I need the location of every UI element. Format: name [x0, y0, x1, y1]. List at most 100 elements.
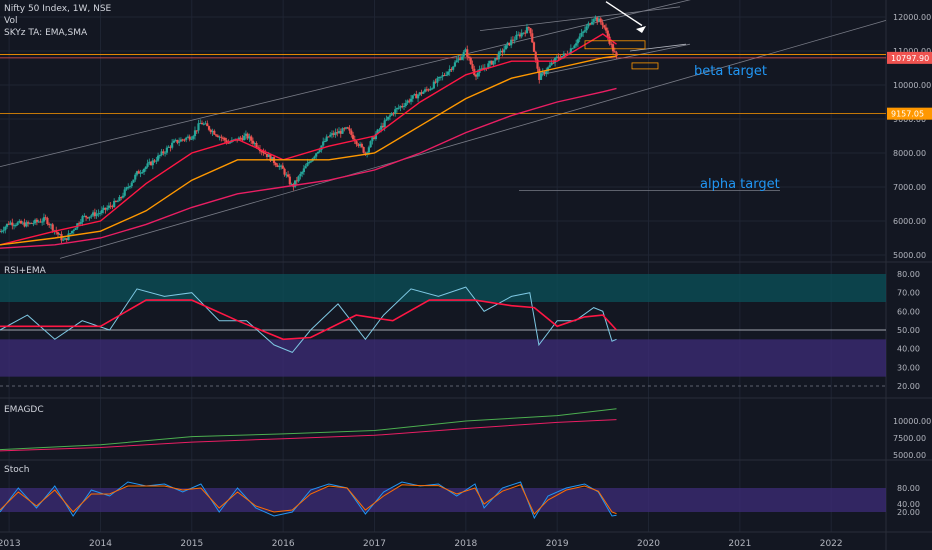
candle-body: [121, 195, 125, 198]
candle-body: [35, 219, 38, 222]
candle-body: [70, 230, 74, 234]
candle-body: [214, 134, 218, 136]
candle-body: [604, 27, 608, 31]
candle-body: [394, 109, 397, 114]
candle-body: [315, 153, 318, 157]
chart-title: Nifty 50 Index, 1W, NSE: [4, 4, 112, 14]
candle-body: [518, 34, 522, 37]
stoch-tick-label: 20.00: [897, 508, 920, 517]
candle-body: [499, 50, 502, 53]
candle-body: [341, 128, 344, 134]
candle-body: [16, 222, 19, 226]
rsi-tick-label: 80.00: [897, 270, 920, 279]
beta-target-annotation: beta target: [694, 64, 767, 79]
candle-body: [221, 137, 225, 139]
candle-body: [316, 151, 320, 154]
candle-body: [401, 106, 404, 108]
candle-body: [448, 68, 451, 72]
candle-body: [23, 222, 26, 227]
candle-body: [95, 213, 98, 217]
ema-fast-line: [0, 33, 617, 246]
candle-body: [183, 139, 186, 141]
candle-body: [21, 222, 24, 224]
candle-body: [160, 151, 163, 156]
range-box: [584, 40, 646, 50]
candle-body: [594, 17, 597, 20]
candle-body: [439, 76, 442, 78]
candle-body: [385, 119, 388, 121]
candle-body: [144, 166, 147, 170]
candle-body: [552, 62, 555, 64]
candle-body: [371, 137, 374, 142]
candle-body: [269, 154, 272, 161]
candle-body: [295, 180, 298, 182]
candle-body: [366, 152, 369, 154]
candle-body: [471, 64, 474, 69]
candle-body: [299, 173, 302, 177]
candle-body: [174, 139, 177, 141]
candle-body: [128, 186, 132, 188]
candle-body: [504, 45, 507, 50]
candle-body: [151, 160, 154, 166]
candle-body: [241, 138, 244, 141]
candle-body: [506, 42, 509, 46]
candle-body: [362, 146, 365, 153]
candle-body: [207, 126, 211, 130]
candle-body: [438, 76, 441, 79]
candle-body: [255, 143, 258, 148]
candle-body: [225, 140, 228, 143]
candle-body: [543, 71, 546, 74]
candle-body: [348, 128, 351, 131]
candle-body: [239, 137, 242, 139]
candle-body: [548, 65, 551, 68]
candle-body: [466, 49, 469, 57]
level-price-badge-bg: [887, 107, 932, 120]
candle-body: [206, 123, 209, 127]
candle-body: [27, 222, 30, 224]
rsi-overbought-band: [0, 274, 886, 302]
candle-body: [58, 234, 61, 236]
candle-body: [276, 165, 279, 167]
candle-body: [286, 174, 290, 177]
candle-body: [146, 163, 149, 167]
candle-body: [513, 39, 516, 41]
candle-body: [179, 139, 183, 142]
candle-body: [148, 161, 151, 164]
candle-body: [606, 30, 609, 37]
candle-body: [418, 92, 421, 95]
candle-body: [134, 174, 137, 180]
candle-body: [302, 168, 305, 173]
rsi-tick-label: 30.00: [897, 363, 920, 372]
candle-body: [114, 200, 118, 202]
candle-body: [355, 141, 358, 145]
candle-body: [575, 43, 578, 46]
candle-body: [132, 179, 135, 183]
candle-body: [51, 224, 54, 231]
candle-body: [181, 139, 184, 141]
time-tick-label: 2020: [637, 539, 660, 549]
candle-body: [443, 74, 446, 76]
candle-body: [288, 176, 291, 185]
candle-body: [227, 142, 230, 144]
candle-body: [330, 133, 334, 135]
candle-body: [223, 137, 226, 141]
candle-body: [251, 140, 255, 144]
candle-body: [344, 127, 348, 129]
candle-body: [511, 39, 515, 41]
candle-body: [395, 108, 399, 110]
candle-body: [248, 136, 251, 139]
price-tick-label: 6000.00: [893, 217, 926, 226]
candle-body: [30, 222, 33, 224]
candle-body: [171, 142, 174, 148]
candle-body: [441, 74, 444, 77]
candle-body: [446, 71, 450, 75]
rsi-pane-label: RSI+EMA: [4, 266, 46, 276]
candle-body: [413, 94, 416, 96]
candle-body: [186, 136, 190, 138]
candle-body: [524, 32, 527, 34]
candle-body: [374, 133, 378, 140]
candle-body: [141, 172, 144, 174]
candle-body: [199, 123, 202, 125]
candle-body: [111, 206, 114, 208]
